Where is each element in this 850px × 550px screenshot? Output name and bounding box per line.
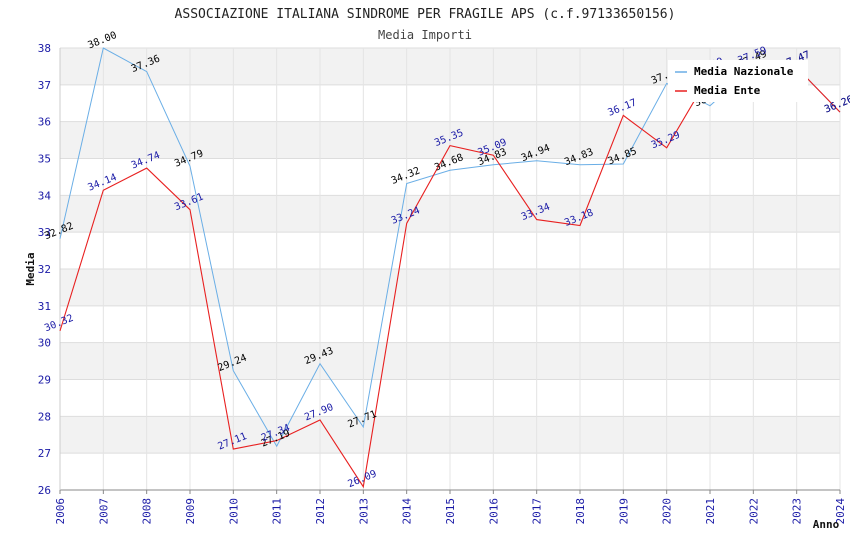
y-tick-label: 34 [38, 189, 52, 202]
y-tick-labels: 26 27 28 29 30 31 32 33 34 35 36 37 38 [38, 42, 52, 497]
x-tick-label: 2021 [704, 498, 717, 525]
series-line-media-nazionale [59, 47, 841, 448]
x-tick-label: 2015 [444, 498, 457, 525]
y-tick-label: 30 [38, 337, 51, 350]
y-tick-label: 28 [38, 410, 51, 423]
x-tick-labels: 2006 2007 2008 2009 2010 2011 2012 2013 2014 2015… [54, 498, 847, 525]
y-tick-label: 36 [38, 116, 51, 129]
chart-subtitle: Media Importi [378, 28, 472, 42]
x-tick-label: 2006 [54, 498, 67, 525]
y-axis-label: Media [24, 252, 37, 285]
legend-label-media-nazionale: Media Nazionale [694, 65, 794, 78]
legend-box [668, 60, 808, 102]
x-tick-label: 2017 [531, 498, 544, 525]
x-tick-label: 2009 [184, 498, 197, 525]
x-tick-label: 2019 [617, 498, 630, 525]
y-tick-label: 26 [38, 484, 51, 497]
y-tick-label: 29 [38, 374, 51, 387]
x-tick-label: 2022 [747, 498, 760, 525]
x-tick-label: 2012 [314, 498, 327, 525]
x-tick-label: 2011 [271, 498, 284, 525]
y-tick-label: 32 [38, 263, 51, 276]
x-tick-label: 2016 [487, 498, 500, 524]
y-tick-label: 33 [38, 226, 51, 239]
grid-lines [59, 47, 841, 494]
y-tick-label: 37 [38, 79, 51, 92]
y-tick-label: 35 [38, 153, 51, 166]
x-axis-label: Anno [813, 518, 840, 531]
x-tick-label: 2014 [401, 498, 414, 525]
x-tick-label: 2008 [141, 498, 154, 525]
x-tick-label: 2020 [661, 498, 674, 525]
y-tick-label: 38 [38, 42, 51, 55]
x-tick-label: 2018 [574, 498, 587, 525]
y-tick-label: 27 [38, 447, 51, 460]
chart-title: ASSOCIAZIONE ITALIANA SINDROME PER FRAGI… [175, 7, 676, 22]
x-tick-label: 2013 [357, 498, 370, 525]
x-tick-label: 2024 [834, 498, 847, 525]
legend: Media Nazionale Media Ente [668, 60, 808, 102]
x-tick-label: 2023 [791, 498, 804, 525]
axes [59, 48, 840, 491]
y-tick-label: 31 [38, 300, 51, 313]
x-tick-label: 2007 [97, 498, 110, 525]
x-tick-label: 2010 [227, 498, 240, 525]
legend-label-media-ente: Media Ente [694, 84, 761, 97]
